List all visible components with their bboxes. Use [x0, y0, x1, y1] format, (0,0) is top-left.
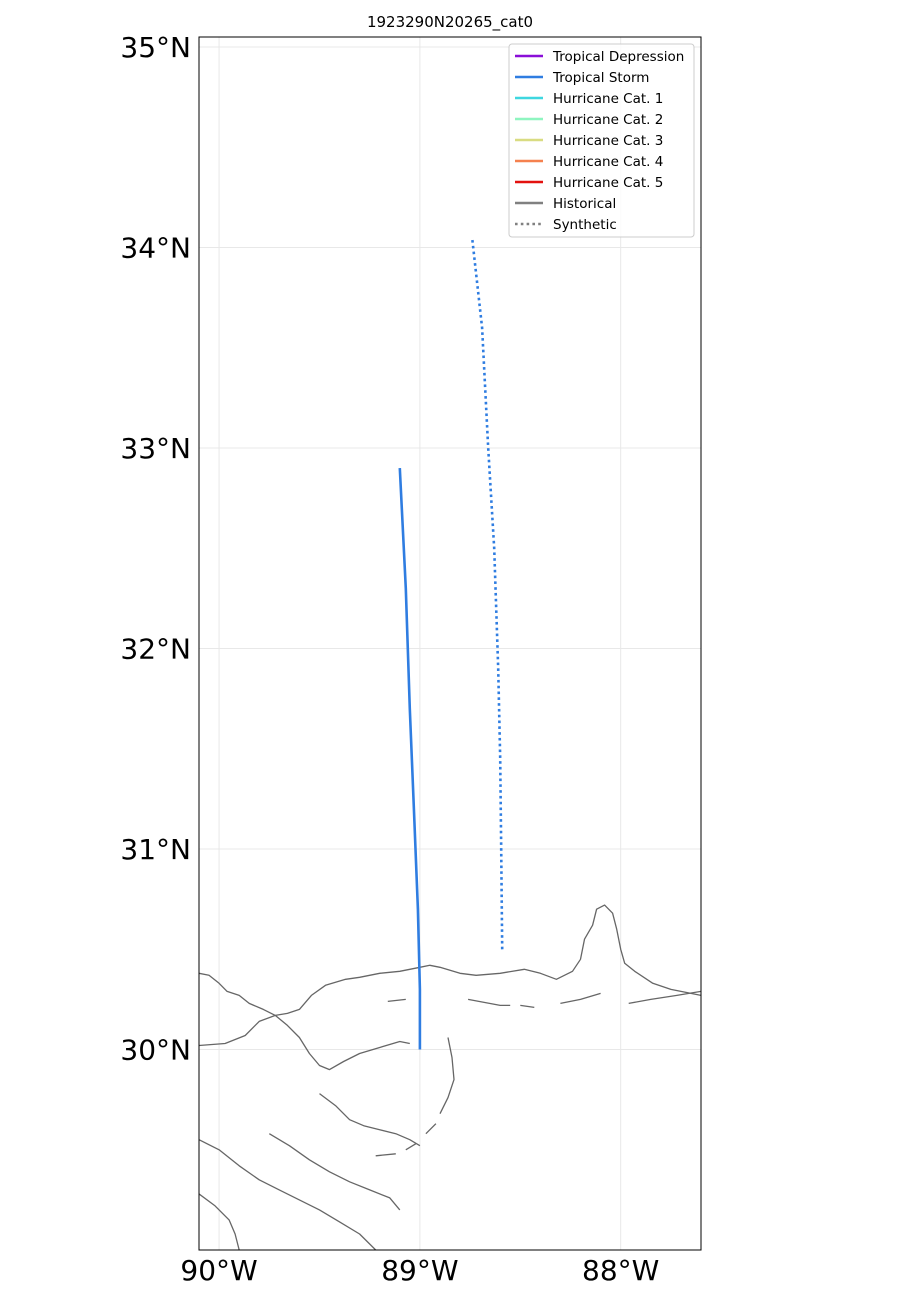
coastline-segment — [268, 1133, 401, 1211]
y-tick-label: 35°N — [120, 31, 191, 64]
x-tick-label: 90°W — [180, 1254, 257, 1287]
coastline-segment — [405, 1143, 417, 1151]
x-tick-label: 88°W — [582, 1254, 659, 1287]
y-tick-label: 33°N — [120, 432, 191, 465]
coastline-segment — [520, 1004, 535, 1009]
coastline-segment — [467, 998, 511, 1007]
legend-box — [508, 43, 695, 238]
legend-label: Hurricane Cat. 4 — [553, 154, 663, 170]
synthetic-track-line — [470, 237, 504, 950]
coastline-segment — [199, 904, 701, 1017]
gridlines — [199, 37, 701, 1250]
y-tick-label: 32°N — [120, 633, 191, 666]
legend-label: Tropical Storm — [552, 70, 649, 86]
coastline-segment — [387, 998, 406, 1003]
legend-label: Hurricane Cat. 2 — [553, 112, 663, 128]
y-tick-label: 31°N — [120, 833, 191, 866]
track-layer — [398, 237, 504, 1050]
legend-label: Synthetic — [553, 217, 617, 233]
map-title: 1923290N20265_cat0 — [367, 13, 533, 32]
coastline-segment — [439, 1037, 455, 1114]
legend: Tropical Depression Tropical Storm Hurrica… — [508, 43, 695, 238]
coastline-segment — [199, 1139, 377, 1250]
legend-label: Hurricane Cat. 5 — [553, 175, 663, 191]
plot-frame — [198, 36, 702, 1251]
historical-track-line — [398, 468, 422, 1050]
legend-label: Hurricane Cat. 3 — [553, 133, 663, 149]
legend-label: Hurricane Cat. 1 — [553, 91, 663, 107]
legend-label: Tropical Depression — [552, 49, 684, 65]
coastline-segment — [375, 1153, 396, 1157]
coastline-segment — [199, 1014, 410, 1071]
axis-tick-labels: 90°W 89°W 88°W 30°N 31°N 32°N 33°N 34°N 35°N — [120, 31, 659, 1287]
y-tick-label: 30°N — [120, 1034, 191, 1067]
y-tick-label: 34°N — [120, 232, 191, 265]
coastline-segment — [199, 1193, 240, 1250]
coastline-segment — [628, 990, 701, 1005]
coastline-segment — [319, 1093, 421, 1147]
coastline-segment — [425, 1123, 437, 1135]
x-tick-label: 89°W — [381, 1254, 458, 1287]
coastline-segment — [560, 992, 601, 1005]
coastline-layer — [199, 904, 701, 1250]
legend-label: Historical — [553, 196, 616, 212]
